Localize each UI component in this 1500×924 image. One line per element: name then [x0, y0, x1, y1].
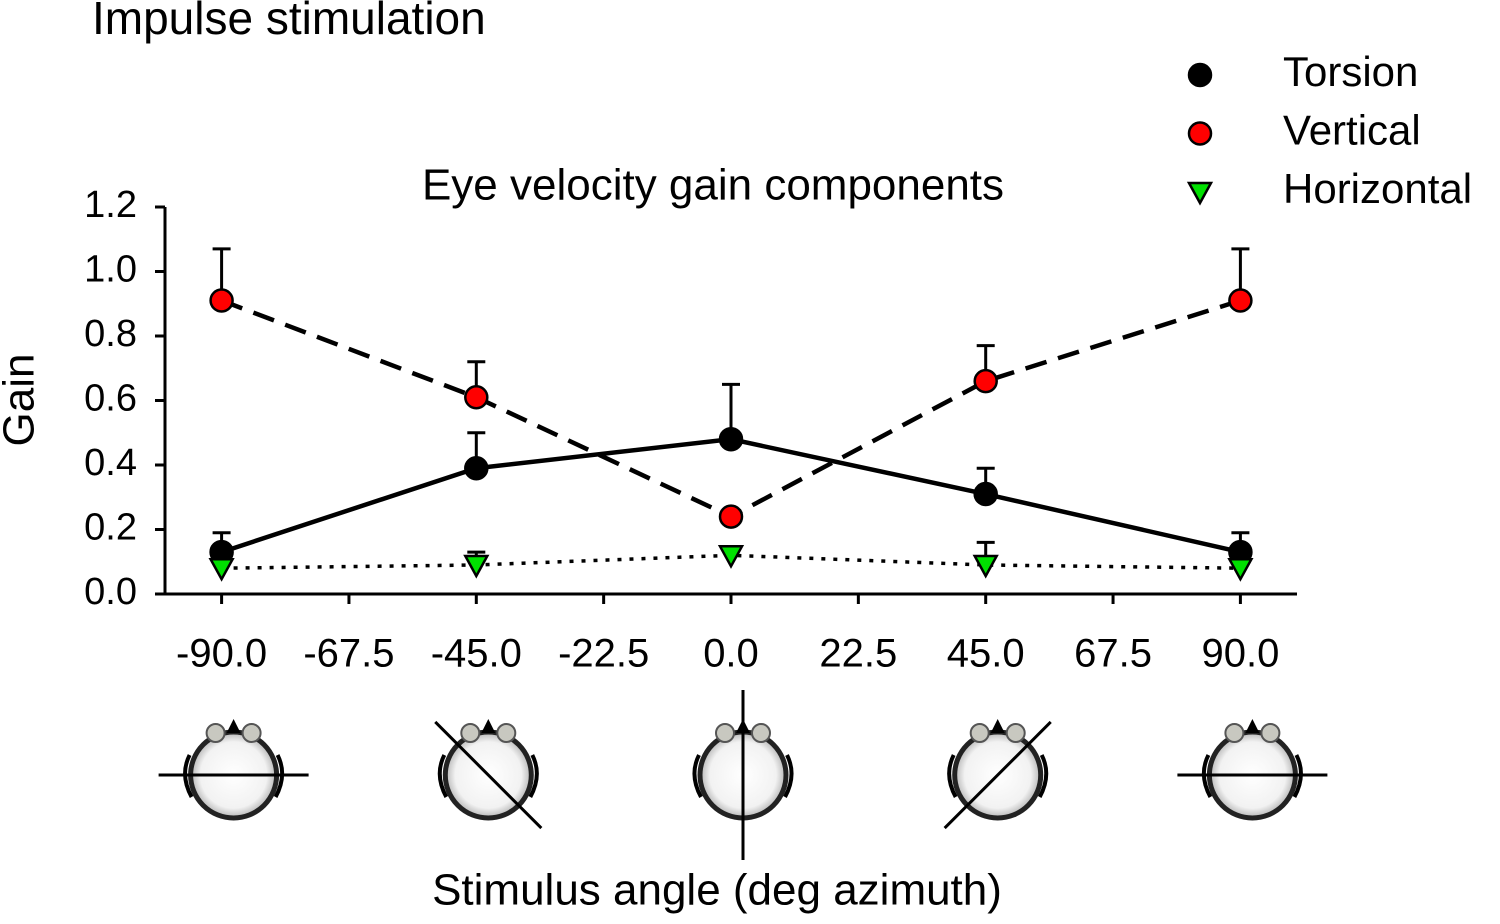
- y-tick-label: 1.0: [84, 249, 137, 291]
- y-tick-label: 0.2: [84, 507, 137, 549]
- eye: [460, 723, 481, 743]
- eye: [715, 723, 735, 743]
- head-icon: [943, 719, 1052, 830]
- x-tick-label: 67.5: [1074, 632, 1152, 676]
- y-tick-label: 0.0: [84, 571, 137, 613]
- ear: [528, 754, 539, 798]
- eye: [205, 723, 226, 743]
- x-tick-label: 0.0: [703, 632, 759, 676]
- eye: [969, 723, 990, 743]
- nose: [1245, 719, 1260, 733]
- nose: [990, 719, 1005, 733]
- marker: [973, 481, 998, 507]
- marker: [464, 385, 489, 410]
- legend-label: Horizontal: [1283, 165, 1472, 212]
- legend-label: Torsion: [1283, 48, 1418, 95]
- legend-marker: [1186, 181, 1214, 206]
- y-tick-label: 0.6: [84, 378, 137, 420]
- series-line: [220, 436, 1241, 555]
- x-tick-label: 22.5: [819, 632, 897, 676]
- nose: [226, 719, 241, 733]
- marker: [972, 554, 999, 579]
- y-tick-label: 1.2: [84, 184, 137, 226]
- marker: [717, 545, 745, 569]
- head-icon: [1177, 719, 1328, 821]
- y-axis-label: Gain: [0, 354, 44, 447]
- eye: [241, 723, 262, 743]
- head-icon: [434, 719, 543, 830]
- eye: [1005, 723, 1026, 743]
- nose: [481, 719, 496, 733]
- legend-marker: [1187, 62, 1213, 88]
- x-tick-label: -67.5: [303, 632, 394, 676]
- chart-subtitle: Eye velocity gain components: [422, 161, 1004, 210]
- eye: [496, 723, 517, 743]
- marker: [1228, 288, 1253, 313]
- head-icon: [158, 719, 309, 821]
- stimulus-axis: [434, 720, 543, 830]
- legend-marker: [1187, 121, 1213, 146]
- marker: [973, 368, 998, 394]
- y-tick-label: 0.4: [84, 442, 137, 484]
- ear: [437, 754, 449, 798]
- stimulus-axis: [943, 720, 1052, 830]
- marker: [209, 288, 234, 313]
- marker: [463, 554, 490, 579]
- legend-label: Vertical: [1283, 107, 1421, 154]
- marker: [464, 455, 489, 481]
- marker: [208, 557, 235, 582]
- x-tick-label: -45.0: [431, 632, 522, 676]
- x-axis-label: Stimulus angle (deg azimuth): [432, 866, 1002, 915]
- ear: [947, 754, 958, 798]
- x-tick-label: -90.0: [176, 632, 267, 676]
- eye: [1260, 723, 1281, 743]
- marker: [718, 426, 744, 452]
- x-tick-label: -22.5: [558, 632, 649, 676]
- ear: [783, 754, 794, 798]
- ear: [1037, 754, 1049, 798]
- y-tick-label: 0.8: [84, 313, 137, 355]
- series-line: [221, 553, 1241, 570]
- x-tick-label: 90.0: [1201, 632, 1279, 676]
- eye: [1224, 723, 1245, 743]
- marker: [718, 504, 744, 529]
- head-icon: [692, 690, 794, 860]
- eye: [751, 723, 771, 743]
- marker: [1227, 557, 1254, 582]
- ear: [692, 754, 703, 798]
- x-tick-label: 45.0: [947, 632, 1025, 676]
- chart-title: Impulse stimulation: [92, 0, 486, 44]
